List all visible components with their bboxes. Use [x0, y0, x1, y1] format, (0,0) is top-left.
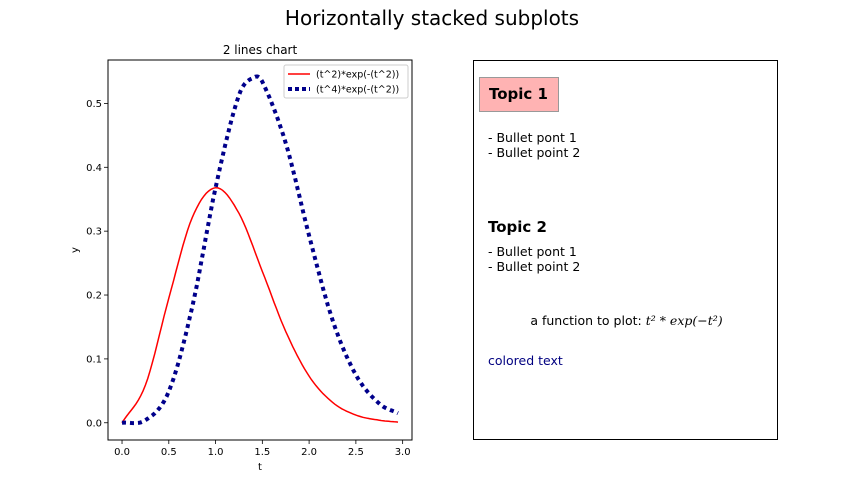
topic2-bullets: - Bullet pont 1 - Bullet point 2: [488, 244, 580, 274]
x-tick-label: 2.0: [301, 447, 317, 458]
function-caption-prefix: a function to plot:: [530, 313, 646, 328]
y-tick-label: 0.1: [86, 354, 102, 365]
x-tick-label: 1.5: [254, 447, 270, 458]
text-panel: Topic 1 - Bullet pont 1 - Bullet point 2…: [473, 60, 778, 440]
legend-box: [283, 64, 409, 99]
y-axis-label: y: [70, 247, 81, 253]
y-tick-label: 0.0: [86, 418, 102, 429]
topic1-bullets: - Bullet pont 1 - Bullet point 2: [488, 130, 580, 160]
topic1-bullet-1: - Bullet pont 1: [488, 130, 577, 145]
y-tick-label: 0.2: [86, 291, 102, 302]
topic2-bullet-2: - Bullet point 2: [488, 259, 581, 274]
x-tick-label: 3.0: [395, 447, 411, 458]
x-tick-label: 0.0: [114, 447, 130, 458]
series-line-1: [121, 186, 399, 424]
legend-label-1: (t^2)*exp(-(t^2)): [316, 70, 399, 81]
topic1-bullet-2: - Bullet point 2: [488, 145, 581, 160]
series-line-2: [121, 74, 399, 426]
function-caption-math: t² * exp(−t²): [645, 313, 723, 328]
y-tick-label: 0.5: [86, 99, 102, 110]
y-tick-label: 0.4: [86, 163, 102, 174]
function-caption: a function to plot: t² * exp(−t²): [474, 313, 779, 328]
x-tick-label: 0.5: [161, 447, 177, 458]
legend-label-2: (t^4)*exp(-(t^2)): [316, 85, 399, 96]
colored-text: colored text: [488, 353, 563, 368]
x-tick-label: 1.0: [208, 447, 224, 458]
figure-suptitle: Horizontally stacked subplots: [284, 6, 580, 30]
x-axis-label: t: [258, 462, 262, 473]
x-tick-label: 2.5: [348, 447, 364, 458]
topic2-heading: Topic 2: [488, 218, 547, 236]
chart-title: 2 lines chart: [223, 43, 298, 57]
y-tick-label: 0.3: [86, 227, 102, 238]
topic1-heading: Topic 1: [479, 77, 559, 112]
plot-area-frame: [107, 59, 413, 441]
topic2-bullet-1: - Bullet pont 1: [488, 244, 577, 259]
